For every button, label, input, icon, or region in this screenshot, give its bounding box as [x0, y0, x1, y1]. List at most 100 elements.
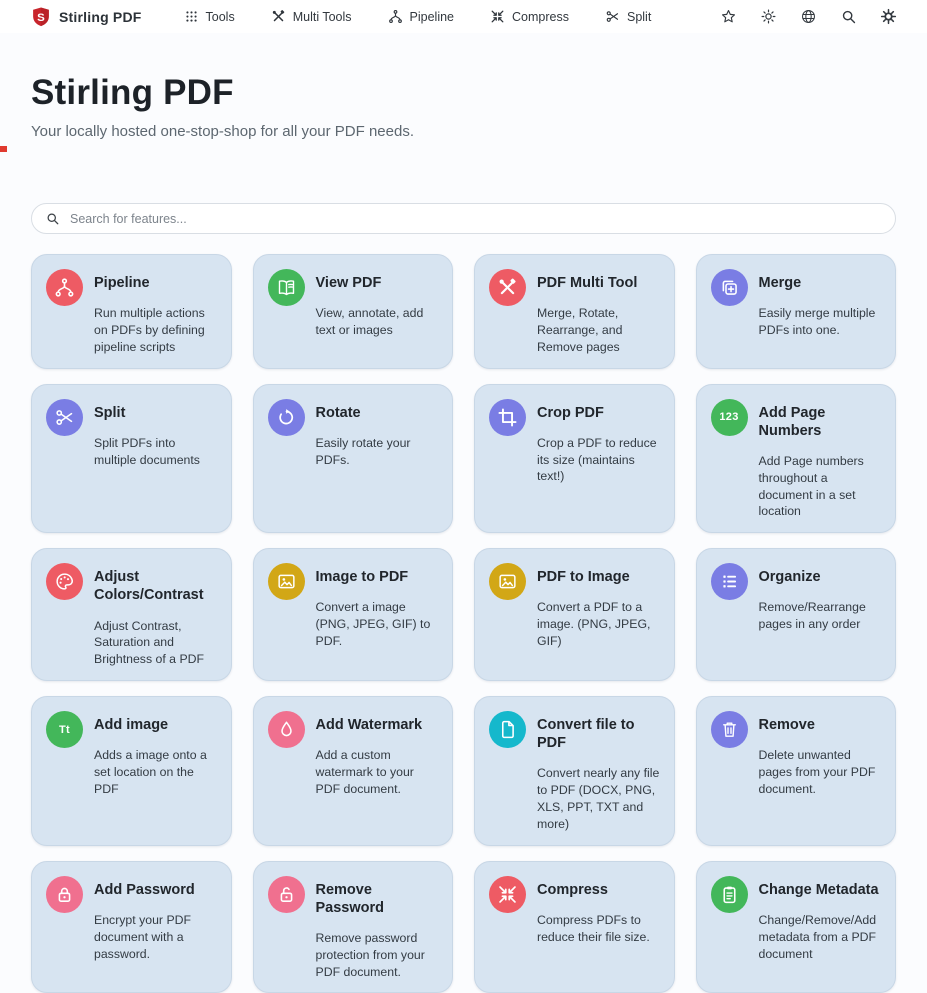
feature-card-view-pdf[interactable]: View PDF View, annotate, add text or imag…: [252, 254, 453, 369]
card-description: Easily merge multiple PDFs into one.: [758, 306, 876, 337]
settings-gear-icon[interactable]: [880, 8, 897, 25]
card-description: Remove/Rearrange pages in any order: [758, 600, 866, 632]
scissors-icon: [46, 398, 83, 436]
feature-card-split[interactable]: Split Split PDFs into multiple documents: [31, 383, 232, 534]
card-title: Add Password: [94, 881, 195, 898]
feature-card-rotate[interactable]: Rotate Easily rotate your PDFs.: [252, 383, 453, 534]
feature-card-merge[interactable]: Merge Easily merge multiple PDFs into one…: [695, 254, 896, 369]
top-navbar: S Stirling PDF Tools Multi Tools Pipeline C…: [0, 0, 927, 33]
stack-plus-icon: [710, 269, 748, 306]
pipeline-icon: [388, 9, 403, 24]
nav-item-multi-tools[interactable]: Multi Tools: [271, 9, 352, 24]
book-icon: [267, 269, 305, 306]
card-title: Add Page Numbers: [758, 404, 826, 439]
card-title: Change Metadata: [758, 881, 879, 898]
card-description: Remove password protection from your PDF…: [315, 930, 425, 979]
card-description: Adds a image onto a set location on the …: [94, 748, 207, 796]
card-title: Merge: [758, 275, 802, 291]
card-description: Merge, Rotate, Rearrange, and Remove pag…: [537, 306, 623, 354]
card-description: Convert nearly any file to PDF (DOCX, PN…: [537, 766, 660, 831]
card-description: Easily rotate your PDFs.: [315, 435, 411, 467]
main-nav: Tools Multi Tools Pipeline Compress Split: [184, 9, 651, 24]
nav-item-pipeline[interactable]: Pipeline: [388, 9, 454, 24]
feature-card-adjust-colors-contrast[interactable]: Adjust Colors/Contrast Adjust Contrast, S…: [31, 548, 232, 682]
favorites-star-icon[interactable]: [720, 8, 737, 25]
clipboard-icon: [710, 875, 748, 913]
card-description: Add Page numbers throughout a document i…: [758, 453, 864, 519]
card-description: Run multiple actions on PDFs by defining…: [94, 306, 205, 354]
card-description: Adjust Contrast, Saturation and Brightne…: [94, 618, 205, 667]
feature-card-pipeline[interactable]: Pipeline Run multiple actions on PDFs by …: [31, 254, 232, 369]
nav-item-label: Tools: [205, 9, 235, 24]
feature-card-remove-password[interactable]: Remove Password Remove password protectio…: [252, 860, 453, 993]
card-title: Add Watermark: [315, 717, 423, 734]
feature-card-convert-file-to-pdf[interactable]: Convert file to PDF Convert nearly any fi…: [474, 696, 675, 846]
feature-card-add-watermark[interactable]: Add Watermark Add a custom watermark to y…: [252, 696, 453, 846]
card-title: Crop PDF: [537, 404, 604, 421]
card-title: Split: [94, 404, 126, 421]
crop-icon: [489, 398, 526, 436]
feature-card-pdf-multi-tool[interactable]: PDF Multi Tool Merge, Rotate, Rearrange, …: [474, 254, 675, 369]
nav-item-label: Multi Tools: [292, 9, 352, 24]
multitool-icon: [489, 269, 526, 306]
card-description: View, annotate, add text or images: [315, 306, 424, 337]
image-icon: [267, 563, 305, 601]
card-description: Convert a PDF to a image. (PNG, JPEG, GI…: [537, 600, 651, 649]
nav-item-split[interactable]: Split: [605, 9, 651, 24]
feature-card-add-password[interactable]: Add Password Encrypt your PDF document wi…: [31, 860, 232, 993]
grid-icon: [184, 9, 199, 24]
card-description: Crop a PDF to reduce its size (maintains…: [537, 435, 657, 484]
card-description: Compress PDFs to reduce their file size.: [537, 912, 650, 944]
left-edge-red-mark: [0, 146, 7, 152]
card-title: Convert file to PDF: [537, 717, 635, 752]
card-title: Adjust Colors/Contrast: [94, 569, 204, 604]
feature-card-add-image[interactable]: Tt Add image Adds a image onto a set locat…: [31, 696, 232, 846]
feature-card-compress[interactable]: Compress Compress PDFs to reduce their fi…: [474, 860, 675, 993]
feature-search-input[interactable]: [70, 211, 882, 226]
card-title: Remove Password: [315, 881, 385, 916]
brand-home-link[interactable]: S Stirling PDF: [30, 6, 142, 28]
text-Tt-icon: Tt: [46, 711, 83, 749]
feature-card-pdf-to-image[interactable]: PDF to Image Convert a PDF to a image. (P…: [474, 548, 675, 682]
pipeline-icon: [46, 269, 83, 306]
stirling-logo-icon: S: [30, 6, 52, 28]
feature-card-change-metadata[interactable]: Change Metadata Change/Remove/Add metadat…: [695, 860, 896, 993]
numbers-123-icon: 123: [710, 398, 748, 436]
card-title: Image to PDF: [315, 569, 409, 586]
brand-label: Stirling PDF: [59, 8, 142, 25]
nav-item-tools[interactable]: Tools: [184, 9, 235, 24]
card-title: PDF Multi Tool: [537, 275, 638, 291]
multitool-icon: [271, 9, 286, 24]
compress-icon: [490, 9, 505, 24]
trash-icon: [710, 711, 748, 749]
card-description: Encrypt your PDF document with a passwor…: [94, 912, 192, 961]
card-description: Convert a image (PNG, JPEG, GIF) to PDF.: [315, 600, 431, 649]
feature-search-bar[interactable]: [31, 203, 896, 234]
feature-card-crop-pdf[interactable]: Crop PDF Crop a PDF to reduce its size (m…: [474, 383, 675, 534]
card-title: Compress: [537, 881, 608, 898]
theme-toggle-icon[interactable]: [760, 8, 777, 25]
search-icon[interactable]: [840, 8, 857, 25]
page-title: Stirling PDF: [31, 73, 234, 112]
card-title: Rotate: [315, 404, 361, 421]
svg-text:S: S: [37, 11, 45, 23]
nav-item-label: Split: [626, 9, 652, 24]
feature-card-add-page-numbers[interactable]: 123 Add Page Numbers Add Page numbers thro…: [695, 383, 896, 534]
rotate-icon: [267, 398, 305, 436]
nav-item-label: Pipeline: [409, 9, 455, 24]
nav-item-compress[interactable]: Compress: [490, 9, 569, 24]
page-body: Stirling PDF Your locally hosted one-sto…: [0, 73, 927, 993]
file-icon: [489, 711, 526, 749]
lock-icon: [46, 875, 83, 913]
language-globe-icon[interactable]: [800, 8, 817, 25]
droplet-icon: [267, 711, 305, 749]
feature-card-organize[interactable]: Organize Remove/Rearrange pages in any or…: [695, 548, 896, 682]
card-description: Change/Remove/Add metadata from a PDF do…: [758, 912, 877, 961]
feature-card-image-to-pdf[interactable]: Image to PDF Convert a image (PNG, JPEG, …: [252, 548, 453, 682]
search-icon: [45, 211, 60, 226]
feature-card-remove[interactable]: Remove Delete unwanted pages from your PD…: [695, 696, 896, 846]
navbar-actions: [720, 8, 897, 25]
card-title: View PDF: [315, 275, 382, 291]
card-title: Organize: [758, 569, 821, 586]
card-title: PDF to Image: [537, 569, 630, 586]
